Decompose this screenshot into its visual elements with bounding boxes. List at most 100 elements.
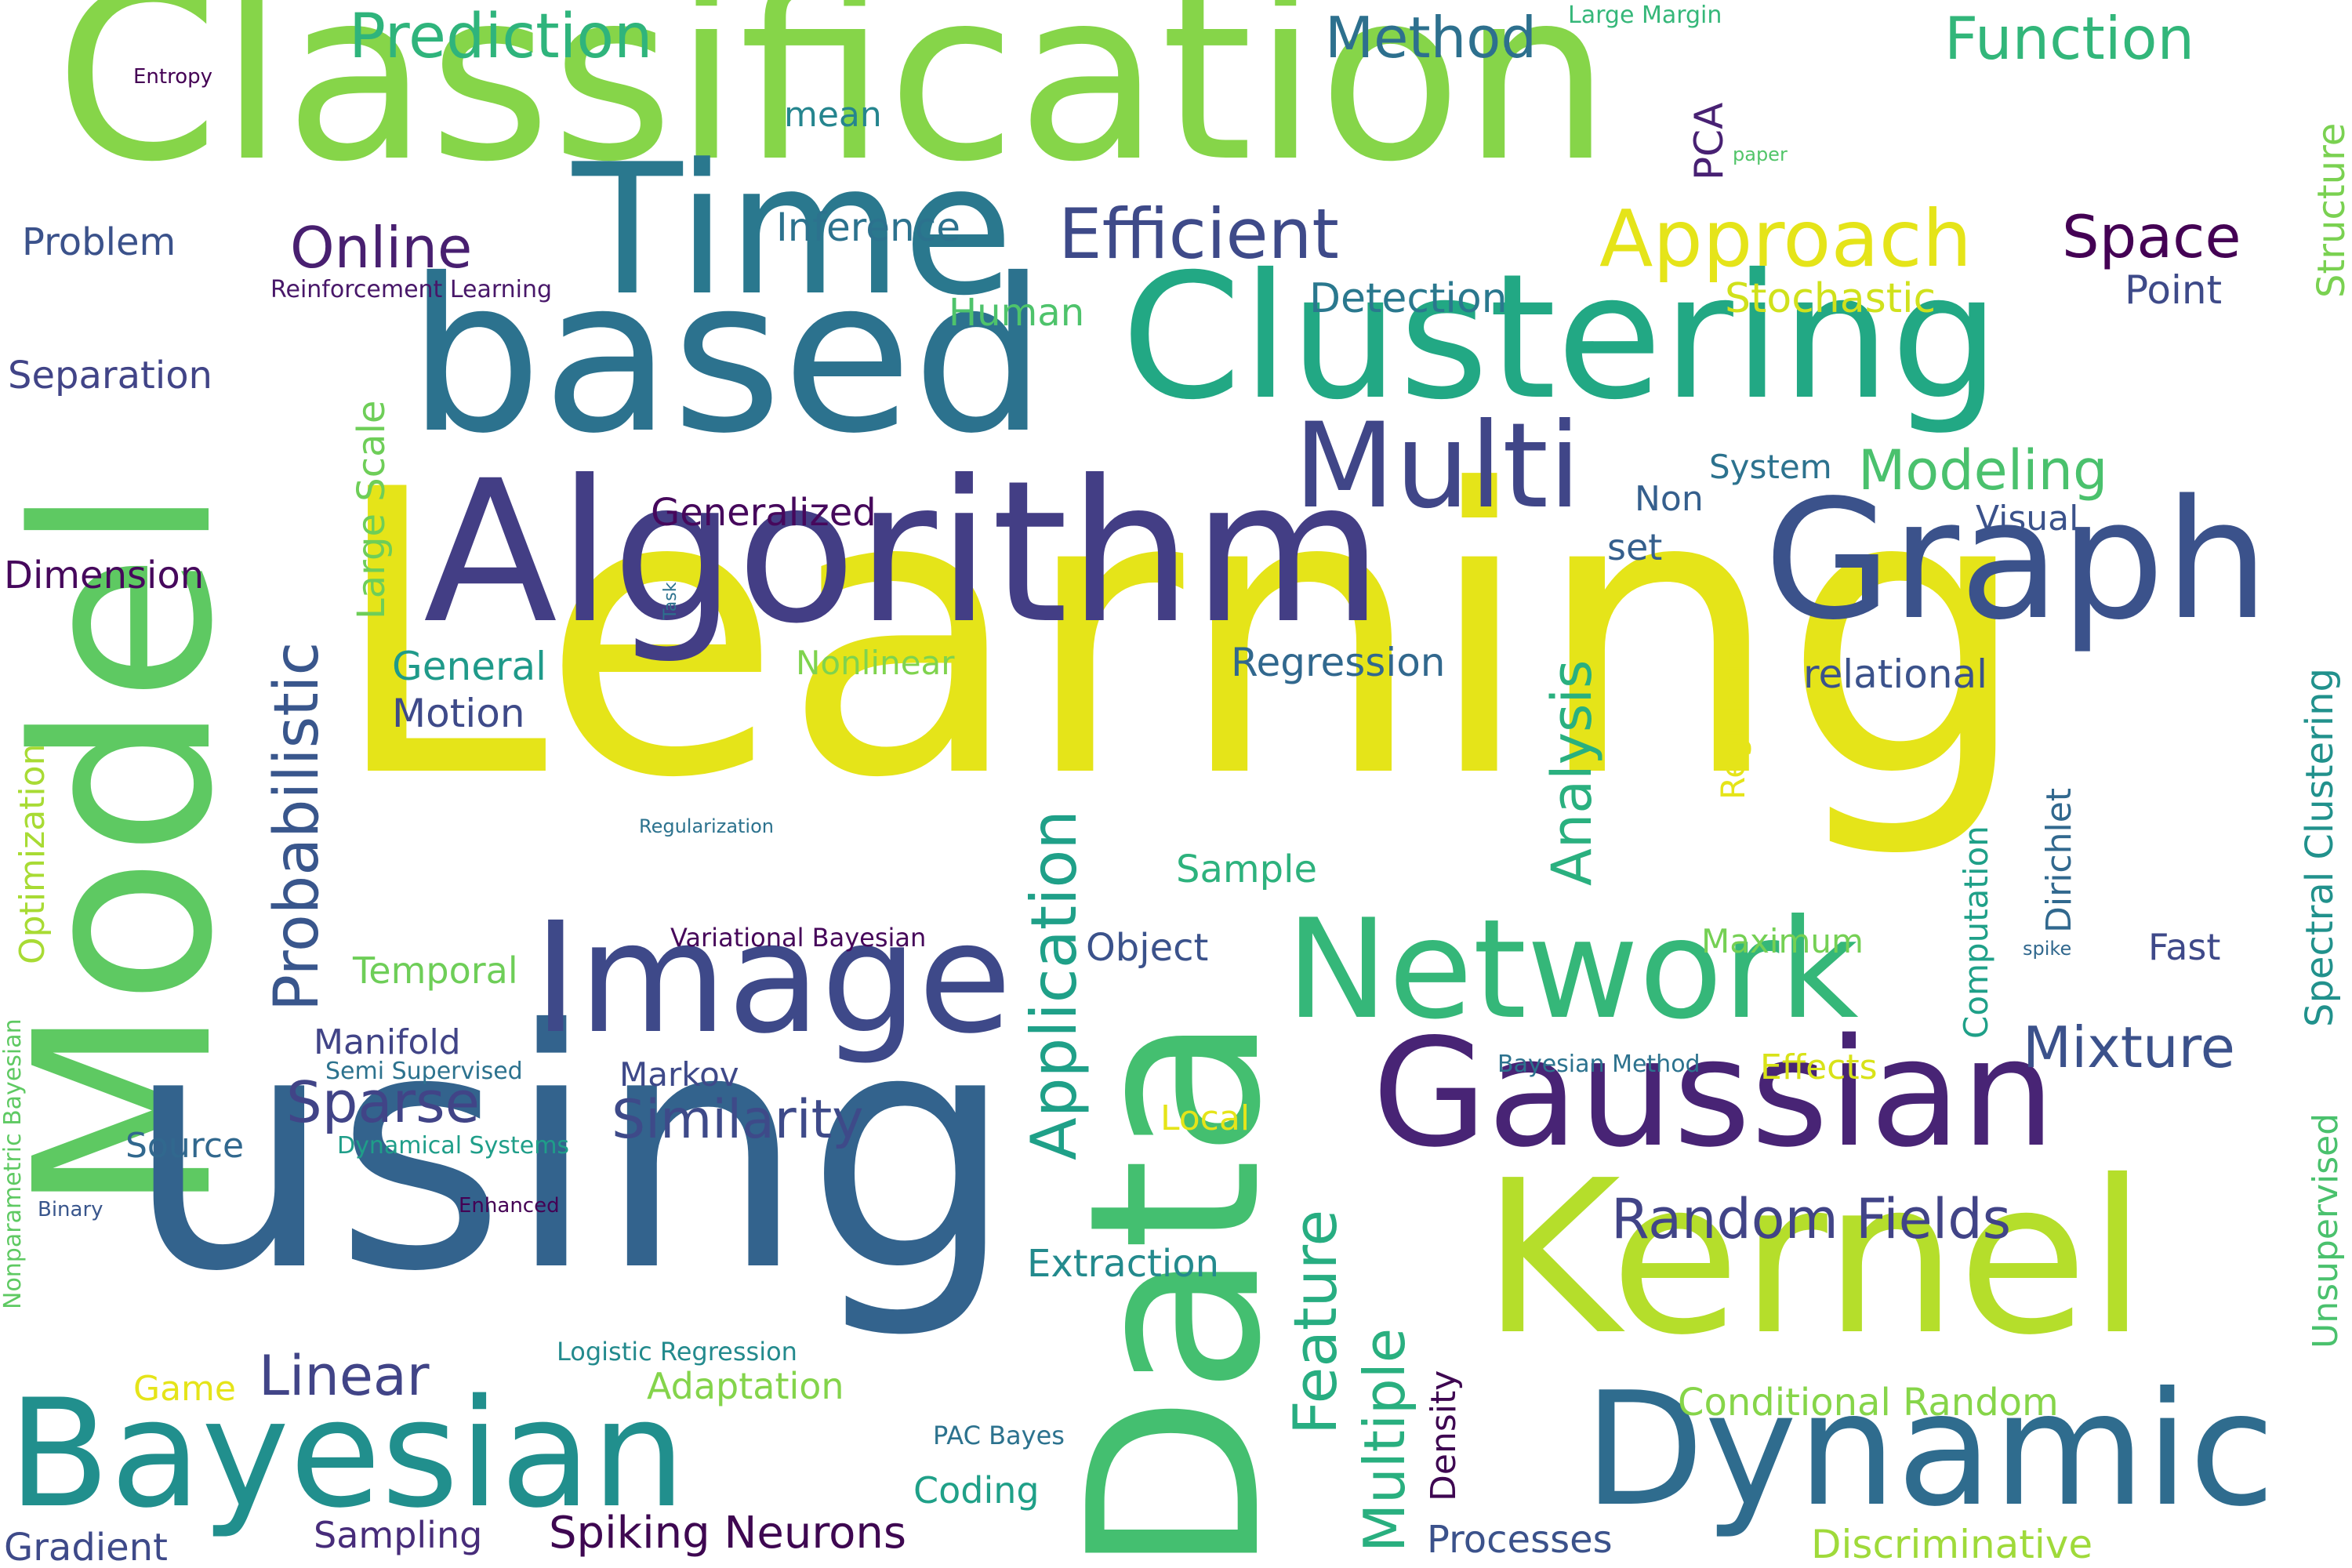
word: Dynamic <box>1584 1359 2276 1541</box>
word: Local <box>1160 1098 1250 1138</box>
word: Sampling <box>314 1514 483 1556</box>
word: Structure <box>2310 122 2352 298</box>
word: Regularized <box>1714 605 1752 800</box>
word: Data <box>1039 1014 1312 1568</box>
word: Multi <box>1294 398 1581 535</box>
word: Bayesian <box>8 1367 686 1541</box>
word: Source <box>125 1126 245 1166</box>
word: Fast <box>2148 926 2221 968</box>
word: Human <box>949 291 1085 335</box>
word: Modeling <box>1858 438 2108 503</box>
word: Manifold <box>314 1022 461 1062</box>
word: Analysis <box>1540 659 1604 886</box>
word: Entropy <box>133 65 213 89</box>
word: Regularization <box>639 815 774 837</box>
word: Temporal <box>353 949 518 992</box>
word: Regression <box>1231 640 1446 685</box>
word: Logistic Regression <box>557 1337 797 1367</box>
word: Gaussian <box>1372 1007 2056 1180</box>
word: based <box>408 233 1047 480</box>
word: Markov <box>619 1055 739 1094</box>
word: Graph <box>1764 464 2270 656</box>
word: using <box>125 960 1015 1344</box>
word: Prediction <box>349 2 653 72</box>
word: Large Scale <box>350 400 394 619</box>
word: Similarity <box>612 1089 864 1151</box>
word: PAC Bayes <box>933 1421 1065 1450</box>
word: Nonparametric Bayesian <box>0 1018 27 1309</box>
word: Approach <box>1599 193 1973 285</box>
word: set <box>1607 526 1663 568</box>
word: Dirichlet <box>2039 787 2079 933</box>
word: Point <box>2125 267 2223 313</box>
word: Clustering <box>1121 237 2001 437</box>
word: Function <box>1944 4 2195 73</box>
word: Conditional Random <box>1678 1381 2059 1425</box>
word: Task <box>661 582 681 619</box>
word: Unsupervised <box>2306 1112 2346 1348</box>
word: Problem <box>22 220 176 264</box>
word: mean <box>784 95 882 135</box>
word: Extraction <box>1027 1242 1220 1286</box>
word: Feature <box>1280 1209 1350 1435</box>
word: Sparse <box>286 1069 480 1135</box>
word: Dimension <box>4 554 205 597</box>
word: Space <box>2062 202 2241 271</box>
word: Computation <box>1957 826 1995 1039</box>
word: Mixture <box>2023 1014 2235 1080</box>
word: Learning <box>329 407 2031 863</box>
word: Reinforcement Learning <box>270 276 553 303</box>
word: Sample <box>1176 848 1317 891</box>
word: Spectral Clustering <box>2298 667 2342 1027</box>
word: Efficient <box>1058 194 1339 274</box>
word: Multiple <box>1352 1328 1417 1552</box>
word: Generalized <box>651 491 877 535</box>
word: Effects <box>1760 1047 1878 1087</box>
word: Kernel <box>1482 1134 2147 1381</box>
word: Processes <box>1427 1518 1613 1562</box>
word: Coding <box>913 1469 1040 1512</box>
word: PCA <box>1686 102 1732 180</box>
word: Algorithm <box>423 438 1384 666</box>
word: Binary <box>38 1198 103 1221</box>
word: Object <box>1086 926 1209 970</box>
word: Density <box>1424 1370 1464 1501</box>
word: relational <box>1803 652 1988 697</box>
word: Enhanced <box>459 1194 560 1218</box>
word: System <box>1709 448 1832 486</box>
word: paper <box>1733 143 1788 165</box>
word: Semi Supervised <box>325 1058 523 1085</box>
word: Linear <box>259 1344 430 1408</box>
word: Gradient <box>4 1526 168 1568</box>
word: Dynamical Systems <box>337 1132 570 1160</box>
word: Game <box>133 1369 236 1409</box>
word: Motion <box>392 691 525 736</box>
word: Application <box>1018 810 1091 1160</box>
word: Visual <box>1976 499 2079 539</box>
word: Adaptation <box>647 1365 844 1407</box>
word: Inference <box>776 205 960 250</box>
word: Non <box>1635 479 1704 519</box>
word: Probabilistic <box>262 641 332 1011</box>
word: Discriminative <box>1811 1522 2093 1567</box>
word: spike <box>2023 938 2072 960</box>
word: Separation <box>8 354 212 397</box>
word: Detection <box>1309 275 1508 322</box>
word: Random Fields <box>1611 1187 2012 1251</box>
word: Maximum <box>1701 922 1864 960</box>
word: Bayesian Method <box>1497 1051 1700 1078</box>
word: General <box>392 644 547 689</box>
word: Time <box>572 126 1014 336</box>
word: Nonlinear <box>796 644 955 682</box>
word: Online <box>290 215 473 281</box>
word: Spiking Neurons <box>549 1508 907 1559</box>
word: Variational Bayesian <box>670 923 927 953</box>
word: Method <box>1325 5 1537 71</box>
word: Optimization <box>13 743 53 964</box>
word: Image <box>533 889 1012 1067</box>
word: Stochastic <box>1725 275 1936 322</box>
word: Network <box>1286 891 1859 1050</box>
word: Large Margin <box>1568 2 1722 29</box>
word: Classification <box>55 0 1612 213</box>
